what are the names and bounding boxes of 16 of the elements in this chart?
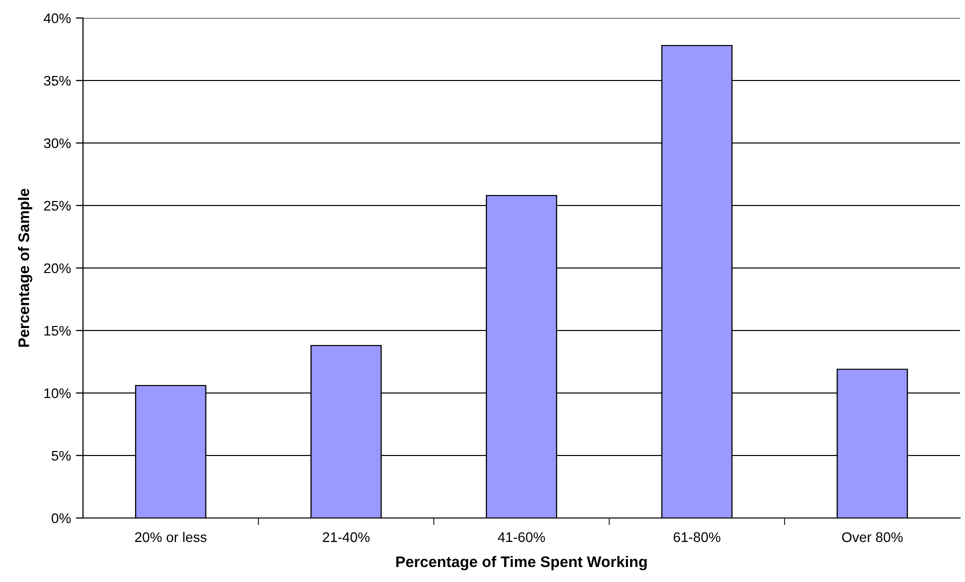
x-tick-label: 20% or less <box>135 532 206 542</box>
y-tick-label: 40% <box>44 13 71 24</box>
y-tick-label: 5% <box>52 450 71 461</box>
y-tick-label: 10% <box>44 388 71 398</box>
y-tick-label: 15% <box>44 326 71 336</box>
x-tick-label: 41-60% <box>498 532 545 542</box>
y-tick-label: 20% <box>44 263 71 274</box>
y-axis-title: Percentage of Sample <box>18 188 32 347</box>
y-tick-label: 0% <box>52 513 71 524</box>
x-axis-title: Percentage of Time Spent Working <box>396 556 647 570</box>
y-tick-label: 25% <box>44 200 71 211</box>
y-tick-label: 35% <box>44 76 71 86</box>
y-tick-label: 30% <box>44 138 71 148</box>
x-tick-label: 21-40% <box>322 532 370 542</box>
x-tick-label: Over 80% <box>842 532 903 542</box>
x-tick-label: 61-80% <box>674 532 720 542</box>
